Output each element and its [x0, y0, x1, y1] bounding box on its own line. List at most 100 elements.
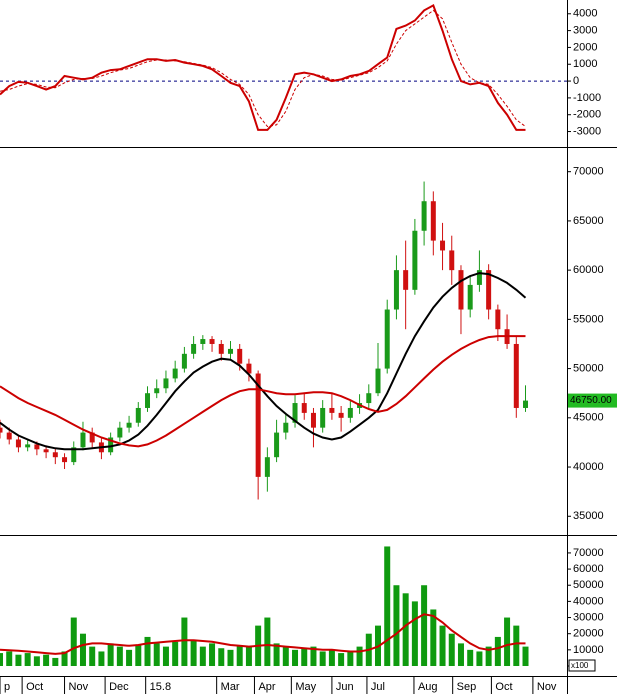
y-tick-label: 2000: [573, 41, 597, 53]
candle-body: [34, 444, 40, 450]
x-tick-label: Nov: [69, 681, 89, 693]
y-tick-label: 40000: [573, 595, 604, 607]
candle-body: [52, 452, 58, 458]
candle-body: [486, 270, 492, 310]
volume-bar: [319, 651, 326, 666]
candle-body: [274, 432, 280, 458]
candle-body: [264, 457, 270, 477]
series-line: [0, 335, 526, 448]
candle-body: [237, 348, 243, 364]
x-tick-label: Mar: [221, 681, 240, 693]
y-tick-label: 4000: [573, 8, 597, 20]
volume-bar: [467, 649, 474, 666]
candle-body: [292, 403, 298, 423]
candle-body: [338, 412, 344, 418]
volume-bar: [411, 601, 418, 666]
series-line: [0, 3, 526, 131]
volume-bar: [52, 657, 59, 666]
last-price-label: 46750.00: [570, 395, 612, 406]
volume-bar: [476, 651, 483, 666]
x-tick-label: Nov: [537, 681, 557, 693]
candle-body: [218, 343, 224, 354]
candle-body: [0, 427, 3, 433]
candle-body: [108, 437, 114, 453]
y-tick-label: 3000: [573, 25, 597, 37]
y-tick-label: -3000: [573, 125, 601, 137]
y-tick-label: 40000: [573, 461, 604, 473]
y-tick-label: 35000: [573, 510, 604, 522]
y-tick-label: 45000: [573, 412, 604, 424]
series-line: [0, 613, 526, 655]
candle-body: [301, 403, 307, 413]
candle-body: [126, 422, 132, 428]
candle-body: [283, 422, 289, 433]
volume-bar: [24, 653, 31, 666]
volume-bar: [162, 646, 169, 666]
candle-body: [467, 284, 473, 310]
volume-bar: [301, 648, 308, 666]
y-tick-label: 0: [573, 75, 579, 87]
x-tick-label: Aug: [418, 681, 438, 693]
volume-bar: [522, 646, 529, 666]
y-tick-label: 20000: [573, 628, 604, 640]
candle-body: [255, 373, 261, 477]
x-tick-label: 15.8: [150, 681, 171, 693]
volume-bar: [33, 656, 40, 666]
volume-bar: [384, 546, 391, 666]
volume-bar: [0, 653, 3, 666]
volume-bar: [218, 648, 225, 666]
volume-bar: [98, 651, 105, 666]
x-tick-label: Jun: [336, 681, 354, 693]
y-tick-label: -2000: [573, 109, 601, 121]
candle-body: [172, 368, 178, 379]
candle-body: [62, 457, 68, 463]
volume-bar: [504, 617, 511, 666]
x-tick-label: Sep: [457, 681, 477, 693]
volume-bar: [172, 641, 179, 666]
candle-body: [449, 250, 455, 271]
y-tick-label: 30000: [573, 611, 604, 623]
volume-bar: [209, 643, 216, 666]
candle-body: [403, 270, 409, 290]
volume-bar: [513, 625, 520, 666]
volume-bar: [79, 633, 86, 666]
candle-body: [25, 444, 31, 448]
candle-body: [246, 363, 252, 374]
candle-body: [393, 270, 399, 310]
volume-bar: [116, 646, 123, 666]
y-tick-label: 1000: [573, 58, 597, 70]
unit-label: x100: [571, 661, 589, 670]
y-tick-label: 60000: [573, 563, 604, 575]
candle-body: [117, 427, 123, 438]
volume-bar: [448, 633, 455, 666]
volume-bar: [338, 653, 345, 666]
volume-bar: [107, 643, 114, 666]
volume-bar: [402, 593, 409, 666]
y-tick-label: 50000: [573, 362, 604, 374]
x-tick-label: Dec: [109, 681, 129, 693]
candle-body: [440, 240, 446, 251]
volume-bar: [439, 625, 446, 666]
unit-box: [568, 659, 596, 672]
x-tick-label: Oct: [26, 681, 43, 693]
volume-bar: [6, 651, 13, 666]
y-tick-label: 10000: [573, 644, 604, 656]
candle-body: [523, 400, 529, 408]
y-tick-label: 70000: [573, 166, 604, 178]
candle-body: [412, 230, 418, 290]
candle-body: [163, 378, 169, 389]
y-tick-label: 60000: [573, 264, 604, 276]
volume-bar: [264, 617, 271, 666]
candle-body: [421, 201, 427, 231]
volume-bar: [70, 617, 77, 666]
volume-bar: [273, 643, 280, 666]
candle-body: [476, 270, 482, 285]
series-line: [0, 9, 526, 128]
candle-body: [181, 353, 187, 369]
volume-bar: [393, 585, 400, 666]
candle-body: [430, 201, 436, 241]
volume-bar: [494, 636, 501, 666]
volume-bar: [430, 609, 437, 666]
volume-bar: [199, 646, 206, 666]
